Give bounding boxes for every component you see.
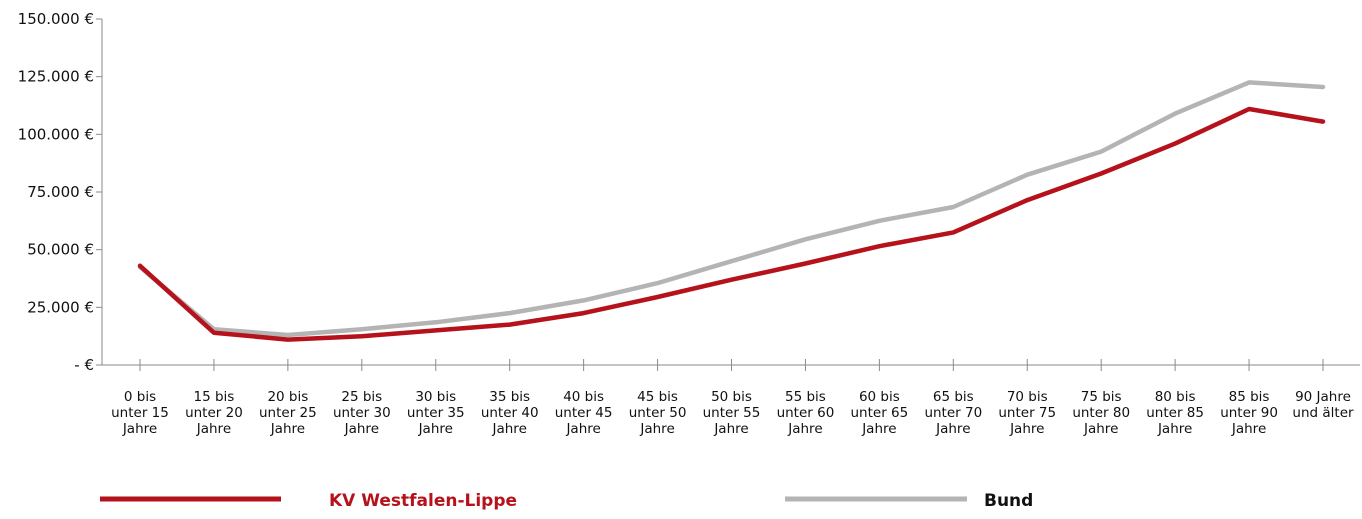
x-tick-label-line: Jahre [639, 421, 674, 437]
y-tick-label: - € [74, 356, 94, 374]
x-tick-label-line: unter 60 [777, 405, 835, 421]
x-tick-label-line: unter 70 [924, 405, 982, 421]
x-tick-label-line: Jahre [713, 421, 748, 437]
x-tick-label: 60 bis unter 65 Jahre [851, 389, 909, 437]
x-tick-label-line: 45 bis [637, 389, 678, 405]
x-tick-label: 45 bis unter 50 Jahre [629, 389, 687, 437]
x-tick-label: 65 bis unter 70 Jahre [924, 389, 982, 437]
x-tick-label: 20 bis unter 25 Jahre [259, 389, 317, 437]
x-tick-label: 25 bis unter 30 Jahre [333, 389, 391, 437]
series-line-0 [137, 106, 1326, 342]
x-tick-label: 75 bis unter 80 Jahre [1072, 389, 1130, 437]
x-tick-label-line: 60 bis [859, 389, 900, 405]
legend-label: Bund [984, 491, 1033, 511]
x-tick-label-line: Jahre [122, 421, 157, 437]
x-tick-label-line: unter 55 [703, 405, 761, 421]
x-tick-label: 55 bis unter 60 Jahre [777, 389, 835, 437]
x-tick-label-line: unter 25 [259, 405, 317, 421]
x-tick-label-line: unter 15 [111, 405, 169, 421]
y-tick-label: 50.000 € [27, 241, 94, 259]
x-tick-label: 50 bis unter 55 Jahre [703, 389, 761, 437]
y-tick-label: 150.000 € [18, 10, 94, 28]
x-tick-label-line: 20 bis [267, 389, 308, 405]
x-tick-label-line: Jahre [492, 421, 527, 437]
x-tick-label: 15 bis unter 20 Jahre [185, 389, 243, 437]
x-tick-label-line: 55 bis [785, 389, 826, 405]
x-tick-label-line: unter 90 [1220, 405, 1278, 421]
legend: KV Westfalen-Lippe Bund [100, 491, 1033, 511]
x-tick-label-line: unter 75 [998, 405, 1056, 421]
x-tick-label-line: 70 bis [1007, 389, 1048, 405]
x-tick-label-line: Jahre [1083, 421, 1118, 437]
x-tick-label-line: 40 bis [563, 389, 604, 405]
x-tick-label: 85 bis unter 90 Jahre [1220, 389, 1278, 437]
x-tick-label-line: Jahre [1157, 421, 1192, 437]
x-tick-label-line: Jahre [344, 421, 379, 437]
y-axis: - € 25.000 € 50.000 € 75.000 € 100.000 € 125.… [18, 10, 103, 374]
x-tick-label-line: Jahre [418, 421, 453, 437]
x-tick-label-line: Jahre [787, 421, 822, 437]
x-tick-label-line: unter 65 [851, 405, 909, 421]
x-tick-label-line: unter 20 [185, 405, 243, 421]
x-tick-label-line: Jahre [1231, 421, 1266, 437]
x-tick-label-line: 25 bis [341, 389, 382, 405]
x-tick-label-line: 50 bis [711, 389, 752, 405]
x-tick-label: 30 bis unter 35 Jahre [407, 389, 465, 437]
x-tick-label-line: Jahre [861, 421, 896, 437]
x-tick-label-line: Jahre [565, 421, 600, 437]
x-tick-label-line: 85 bis [1229, 389, 1270, 405]
x-tick-label-line: Jahre [270, 421, 305, 437]
series-lines [137, 80, 1326, 342]
x-tick-label-line: 15 bis [194, 389, 235, 405]
x-tick-label-line: unter 35 [407, 405, 465, 421]
x-tick-label-line: und älter [1292, 405, 1354, 421]
x-tick-label-line: 90 Jahre [1295, 389, 1351, 405]
x-tick-label-line: 80 bis [1155, 389, 1196, 405]
y-tick-label: 75.000 € [27, 183, 94, 201]
x-tick-label-line: 75 bis [1081, 389, 1122, 405]
x-tick-label: 0 bis unter 15 Jahre [111, 389, 169, 437]
x-tick-label-line: unter 80 [1072, 405, 1130, 421]
x-tick-label-line: unter 50 [629, 405, 687, 421]
x-tick-label-line: 35 bis [489, 389, 530, 405]
x-tick-label-line: 30 bis [415, 389, 456, 405]
x-tick-label-line: Jahre [196, 421, 231, 437]
x-tick-label: 90 Jahre und älter [1292, 389, 1354, 421]
y-tick-label: 125.000 € [18, 68, 94, 86]
x-tick-label: 35 bis unter 40 Jahre [481, 389, 539, 437]
x-tick-label-line: 65 bis [933, 389, 974, 405]
y-tick-label: 100.000 € [18, 125, 94, 143]
x-tick-label-line: Jahre [935, 421, 970, 437]
x-tick-label: 80 bis unter 85 Jahre [1146, 389, 1204, 437]
x-tick-label-line: unter 40 [481, 405, 539, 421]
x-tick-label: 70 bis unter 75 Jahre [998, 389, 1056, 437]
x-tick-label-line: unter 85 [1146, 405, 1204, 421]
x-tick-label: 40 bis unter 45 Jahre [555, 389, 613, 437]
x-tick-label-line: unter 30 [333, 405, 391, 421]
x-tick-label-line: Jahre [1009, 421, 1044, 437]
x-tick-label-line: 0 bis [124, 389, 156, 405]
series-line-1 [137, 80, 1326, 338]
legend-label: KV Westfalen-Lippe [329, 491, 517, 511]
y-tick-label: 25.000 € [27, 298, 94, 316]
x-tick-label-line: unter 45 [555, 405, 613, 421]
